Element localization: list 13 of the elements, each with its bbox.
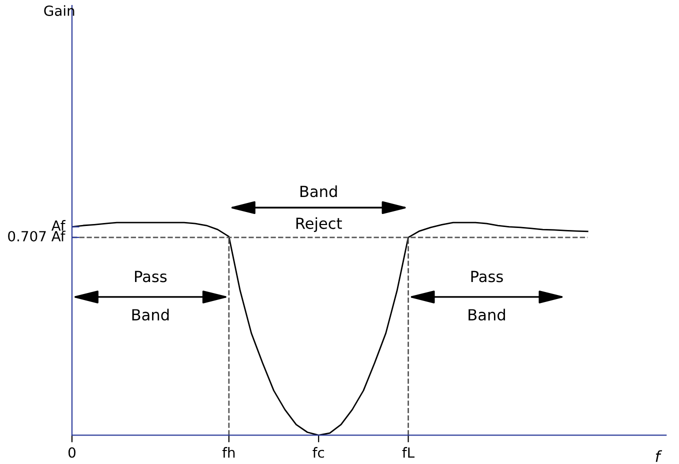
annotation: Band [132,308,169,321]
x-axis-title: f [656,450,662,462]
annotation: Pass [135,270,167,282]
annotation: Band [468,308,505,321]
annotation: Reject [296,217,342,232]
annotation: Pass [471,270,503,282]
x-tick-label: fc [312,447,324,458]
x-tick-label: 0 [68,447,76,458]
x-tick-label: fh [222,447,235,458]
annotation: Af [51,220,66,231]
ref-line-label: 0.707 Af [8,230,66,242]
text: Band [300,185,337,198]
x-tick-label: fL [402,447,415,458]
